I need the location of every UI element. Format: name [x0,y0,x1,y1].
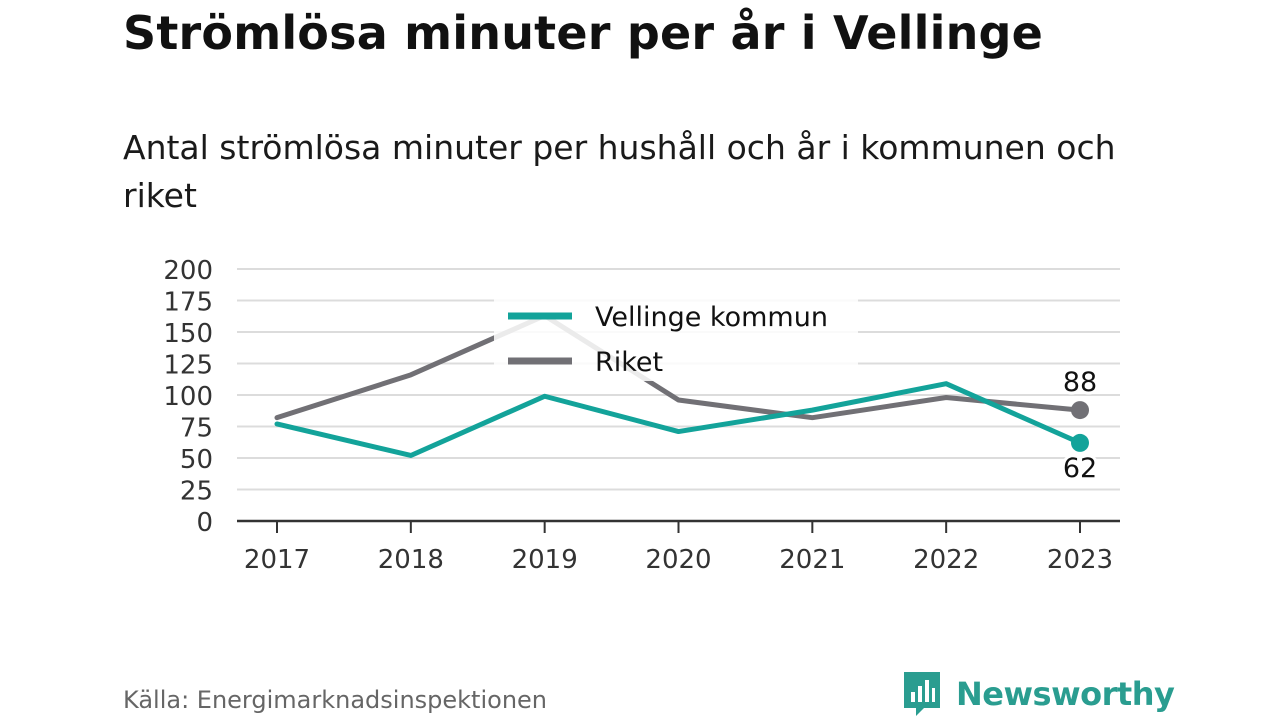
series-line-riket [274,313,1083,421]
chart-subtitle: Antal strömlösa minuter per hushåll och … [123,128,1116,215]
legend-label: Riket [595,347,663,378]
legend-box [494,297,858,381]
chart-title: Strömlösa minuter per år i Vellinge [123,6,1044,60]
y-tick-label: 200 [163,256,213,286]
series-line-vellinge-kommun [274,381,1083,458]
legend-label: Vellinge kommun [595,302,828,333]
y-tick-label: 125 [163,351,213,381]
x-tick-label: 2021 [779,545,845,575]
x-tick-label: 2017 [244,545,310,575]
x-tick-label: 2023 [1047,545,1113,575]
brand-logo: Newsworthy [902,670,1175,718]
end-point-vellinge-kommun [1071,433,1089,452]
brand-name: Newsworthy [956,675,1175,713]
y-tick-label: 25 [180,477,213,507]
y-tick-label: 0 [196,508,213,538]
x-tick-label: 2020 [645,545,711,575]
y-tick-label: 50 [180,445,213,475]
source-note: Källa: Energimarknadsinspektionen [123,686,548,714]
y-tick-label: 175 [163,288,213,318]
y-tick-label: 75 [180,414,213,444]
x-tick-label: 2018 [378,545,444,575]
x-tick-label: 2022 [913,545,979,575]
x-tick-label: 2019 [512,545,578,575]
y-tick-label: 100 [163,382,213,412]
end-point-riket [1071,401,1089,420]
end-label: 88 [1063,367,1097,398]
y-tick-label: 150 [163,319,213,349]
end-label: 62 [1063,453,1097,484]
newsworthy-logo-icon [904,672,940,716]
